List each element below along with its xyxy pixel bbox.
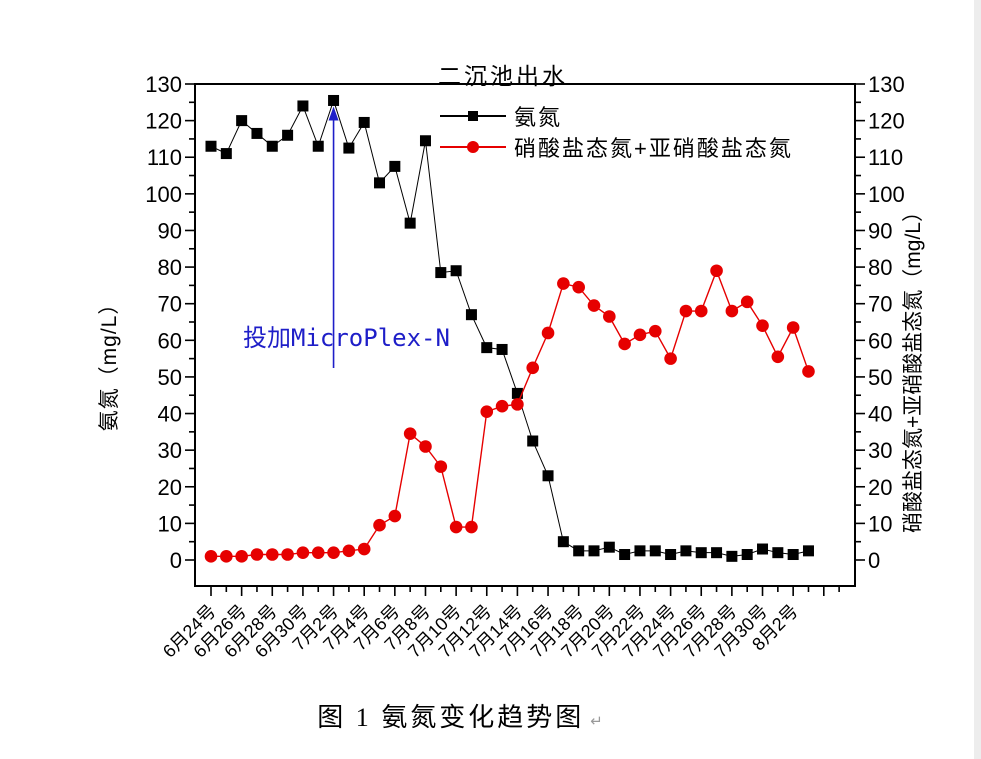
legend-item-nitrate: 硝酸盐态氮+亚硝酸盐态氮 <box>440 131 793 162</box>
svg-text:60: 60 <box>158 328 182 353</box>
svg-text:130: 130 <box>145 72 182 97</box>
page-edge-strip <box>974 0 981 759</box>
svg-text:110: 110 <box>868 145 903 170</box>
right-axis-title: 硝酸盐态氮+亚硝酸盐态氮（mg/L） <box>902 201 925 533</box>
svg-text:10: 10 <box>868 511 892 536</box>
svg-text:90: 90 <box>158 218 182 243</box>
svg-text:60: 60 <box>868 328 892 353</box>
svg-text:120: 120 <box>145 109 182 134</box>
svg-text:120: 120 <box>868 109 905 134</box>
dosing-annotation: 投加MicroPlex-N <box>243 324 450 352</box>
dosing-annotation-arrow <box>328 106 339 368</box>
svg-text:20: 20 <box>158 475 182 500</box>
svg-text:100: 100 <box>868 182 905 207</box>
nitrate-series-marker-icon <box>440 139 506 155</box>
svg-text:50: 50 <box>868 365 892 390</box>
axes <box>194 83 856 587</box>
paragraph-return-icon: ↵ <box>590 712 603 730</box>
svg-text:80: 80 <box>158 255 182 280</box>
chart-legend: 氨氮 硝酸盐态氮+亚硝酸盐态氮 <box>440 100 793 162</box>
svg-text:130: 130 <box>868 72 905 97</box>
svg-text:20: 20 <box>868 475 892 500</box>
ammonia-series <box>205 94 814 562</box>
left-axis-title: 氨氮（mg/L） <box>98 292 121 432</box>
legend-item-ammonia: 氨氮 <box>440 100 793 131</box>
figure-caption: 图 1 氨氮变化趋势图 ↵ <box>200 697 720 734</box>
svg-text:0: 0 <box>170 548 182 573</box>
svg-text:110: 110 <box>147 145 182 170</box>
legend-label-nitrate: 硝酸盐态氮+亚硝酸盐态氮 <box>514 135 793 161</box>
svg-text:40: 40 <box>868 402 892 427</box>
svg-text:30: 30 <box>158 438 182 463</box>
svg-text:50: 50 <box>158 365 182 390</box>
svg-text:70: 70 <box>158 292 182 317</box>
ammonia-series-marker-icon <box>440 108 506 124</box>
svg-text:100: 100 <box>145 182 182 207</box>
svg-text:90: 90 <box>868 218 892 243</box>
axis-tick-labels: 0 0 10 10 20 20 30 30 40 40 50 50 60 60 70 70 80 80 90 90 10… <box>145 72 904 662</box>
svg-text:30: 30 <box>868 438 892 463</box>
svg-text:10: 10 <box>158 511 182 536</box>
svg-text:40: 40 <box>158 402 182 427</box>
nitrate-series <box>204 264 815 563</box>
chart-title: 二沉池出水 <box>438 63 568 89</box>
legend-label-ammonia: 氨氮 <box>514 104 563 130</box>
svg-text:0: 0 <box>868 548 880 573</box>
svg-text:70: 70 <box>868 292 892 317</box>
svg-text:80: 80 <box>868 255 892 280</box>
axis-ticks <box>185 83 865 596</box>
figure-caption-text: 图 1 氨氮变化趋势图 <box>317 703 585 732</box>
